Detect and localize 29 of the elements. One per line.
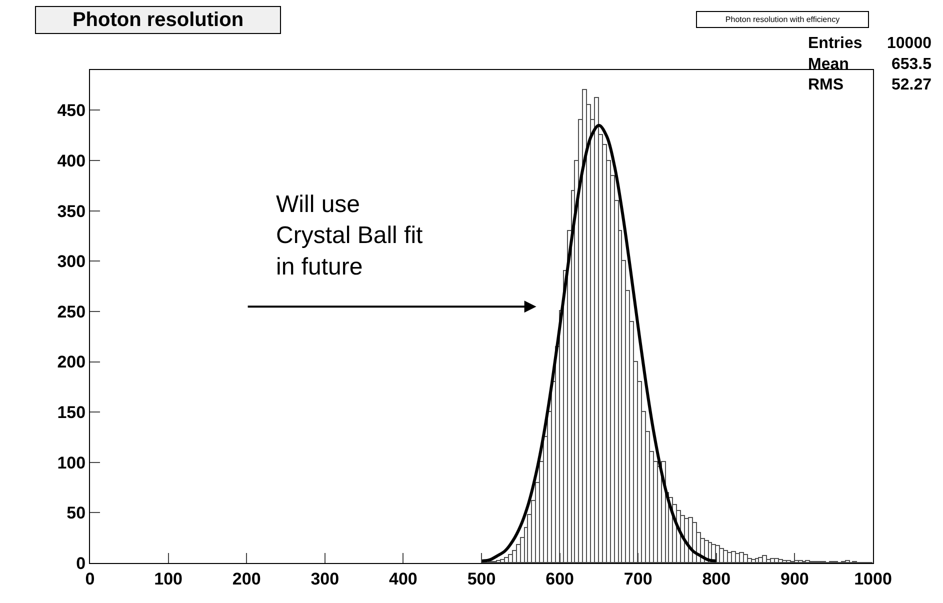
x-tick-label: 1000 [854,569,892,588]
y-tick-label: 50 [66,504,86,523]
x-tick-label: 100 [154,569,182,588]
annotation: Mean [808,56,849,73]
y-tick-label: 0 [76,554,86,573]
text: 653.5 [891,56,932,73]
x-tick-label: 600 [546,569,574,588]
x-tick-label: 400 [389,569,418,588]
text: Photon resolution with efficiency [725,15,840,24]
annotation: Will use Crystal Ball fit in future [276,191,424,280]
x-tick-label: 800 [702,569,731,588]
chart-title: Photon resolution [72,9,244,31]
text: 10000 [887,35,932,52]
y-tick-label: 350 [57,202,86,221]
y-tick-label: 250 [57,302,86,322]
y-tick-label: 150 [57,403,86,422]
x-tick-label: 700 [624,569,652,588]
y-tick-label: 200 [57,352,86,372]
annotation: RMS [808,76,844,94]
x-tick-label: 200 [232,569,261,588]
x-tick-label: 300 [310,569,340,588]
y-tick-label: 100 [57,453,86,472]
x-tick-label: 500 [467,569,496,588]
text: 52.27 [891,76,932,94]
y-tick-label: 450 [57,101,86,120]
y-tick-label: 300 [57,252,86,272]
text: Entries [808,35,862,52]
x-tick-label: 900 [780,569,809,588]
y-tick-label: 400 [57,152,86,170]
